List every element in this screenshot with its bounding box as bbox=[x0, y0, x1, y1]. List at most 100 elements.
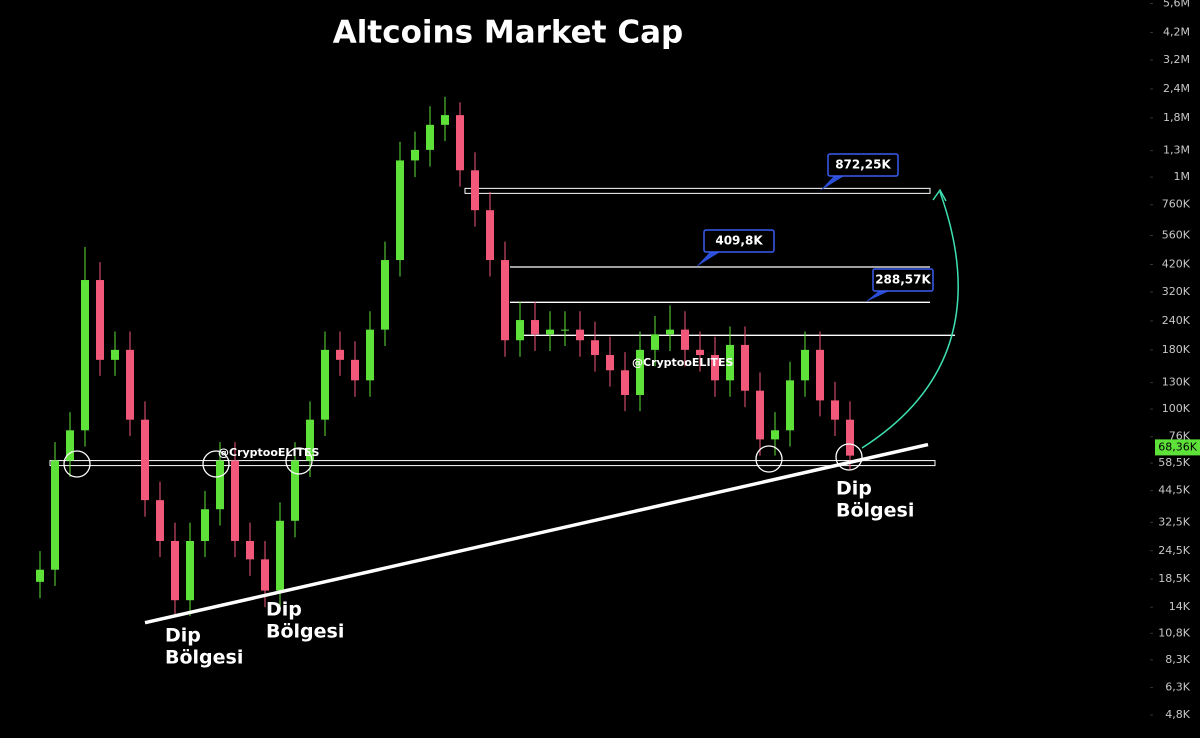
candle-body bbox=[441, 115, 449, 125]
y-tick-label: 130K bbox=[1162, 376, 1191, 389]
candle-body bbox=[666, 329, 674, 335]
candle-body bbox=[81, 280, 89, 431]
candle-body bbox=[51, 460, 59, 570]
candle-body bbox=[621, 370, 629, 395]
candle-body bbox=[141, 419, 149, 501]
candle-body bbox=[336, 349, 344, 360]
candle-body bbox=[66, 430, 74, 461]
candle-body bbox=[171, 540, 179, 601]
trendline bbox=[144, 442, 929, 625]
candle-body bbox=[261, 559, 269, 591]
y-tick-label: 58,5K bbox=[1158, 456, 1190, 469]
candle-body bbox=[501, 260, 509, 341]
candle-body bbox=[561, 329, 569, 331]
y-tick-label: 5,6M bbox=[1163, 0, 1190, 10]
annotation: Bölgesi bbox=[266, 621, 344, 643]
candle-body bbox=[636, 349, 644, 395]
candle-body bbox=[756, 390, 764, 440]
candle-body bbox=[411, 149, 419, 161]
candle-body bbox=[456, 115, 464, 171]
candle-body bbox=[126, 349, 134, 420]
y-tick-label: 32,5K bbox=[1158, 515, 1190, 528]
candle-body bbox=[36, 569, 44, 582]
y-tick-label: 320K bbox=[1162, 285, 1191, 298]
circle-marker bbox=[755, 445, 783, 473]
circle-marker bbox=[285, 447, 313, 475]
candle-body bbox=[96, 280, 104, 360]
y-tick-label: 10,8K bbox=[1158, 626, 1190, 639]
candle-body bbox=[681, 329, 689, 350]
candle-body bbox=[651, 334, 659, 350]
candle-body bbox=[846, 419, 854, 456]
candle-body bbox=[786, 380, 794, 431]
candle-body bbox=[366, 329, 374, 381]
y-tick-label: 8,3K bbox=[1165, 653, 1190, 666]
candle-body bbox=[246, 540, 254, 560]
price-tag-label: 68,36K bbox=[1158, 440, 1197, 453]
level-band bbox=[464, 187, 931, 194]
annotation: Dip bbox=[836, 478, 872, 500]
candle-body bbox=[216, 460, 224, 510]
candle-body bbox=[816, 349, 824, 401]
candle-body bbox=[516, 320, 524, 341]
y-tick-label: 18,5K bbox=[1158, 572, 1190, 585]
y-tick-label: 1,3M bbox=[1163, 144, 1190, 157]
label-pointer bbox=[820, 176, 844, 191]
y-tick-label: 180K bbox=[1162, 343, 1191, 356]
watermark: @CryptooELITES bbox=[218, 446, 320, 459]
candle-body bbox=[111, 349, 119, 360]
candle-body bbox=[696, 349, 704, 356]
candle-body bbox=[726, 344, 734, 381]
label-pointer bbox=[865, 291, 889, 303]
circle-marker bbox=[835, 443, 863, 471]
candle-body bbox=[186, 540, 194, 601]
candle-body bbox=[381, 260, 389, 330]
level-label: 288,57K bbox=[875, 273, 931, 287]
arrow-head bbox=[932, 188, 947, 202]
candle-body bbox=[741, 344, 749, 391]
candle-body bbox=[276, 520, 284, 591]
candle-body bbox=[801, 349, 809, 381]
circle-marker bbox=[202, 450, 230, 478]
circle-markers bbox=[63, 443, 863, 478]
candle-body bbox=[396, 160, 404, 261]
y-tick-label: 2,4M bbox=[1163, 82, 1190, 95]
candle-body bbox=[531, 320, 539, 335]
y-tick-label: 24,5K bbox=[1158, 544, 1190, 557]
label-box bbox=[703, 229, 775, 253]
y-tick-label: 4,8K bbox=[1165, 708, 1190, 721]
candle-body bbox=[546, 329, 554, 335]
chart-title: Altcoins Market Cap bbox=[333, 15, 683, 51]
y-tick-label: 1M bbox=[1174, 170, 1191, 183]
y-tick-label: 6,3K bbox=[1165, 681, 1190, 694]
candle-body bbox=[306, 419, 314, 461]
level-label: 409,8K bbox=[715, 234, 763, 248]
level-label: 872,25K bbox=[835, 158, 891, 172]
annotation: Dip bbox=[165, 625, 201, 647]
candle-body bbox=[426, 124, 434, 150]
candle-body bbox=[471, 170, 479, 211]
candle-body bbox=[606, 355, 614, 371]
plot: 5,6M 4,2M 3,2M 2,4M 1,8M 1,3M 1M 760K 560K 420K 32… bbox=[36, 0, 1200, 721]
label-pointer bbox=[696, 252, 720, 267]
y-tick-label: 240K bbox=[1162, 314, 1191, 327]
y-tick-label: 100K bbox=[1162, 402, 1191, 415]
label-box bbox=[872, 268, 934, 292]
y-tick-label: 3,2M bbox=[1163, 53, 1190, 66]
y-tick-label: 420K bbox=[1162, 257, 1191, 270]
candle-body bbox=[291, 460, 299, 521]
candle-body bbox=[156, 500, 164, 541]
y-tick-label: 44,5K bbox=[1158, 484, 1190, 497]
candle-body bbox=[591, 340, 599, 356]
y-tick-label: 760K bbox=[1162, 198, 1191, 211]
candle-body bbox=[321, 349, 329, 420]
candle-body bbox=[831, 400, 839, 420]
annotation: Bölgesi bbox=[836, 500, 914, 522]
candle-body bbox=[486, 210, 494, 261]
y-tick-label: 560K bbox=[1162, 229, 1191, 242]
level-band bbox=[49, 460, 936, 467]
candle-body bbox=[231, 460, 239, 541]
candle-body bbox=[711, 355, 719, 381]
